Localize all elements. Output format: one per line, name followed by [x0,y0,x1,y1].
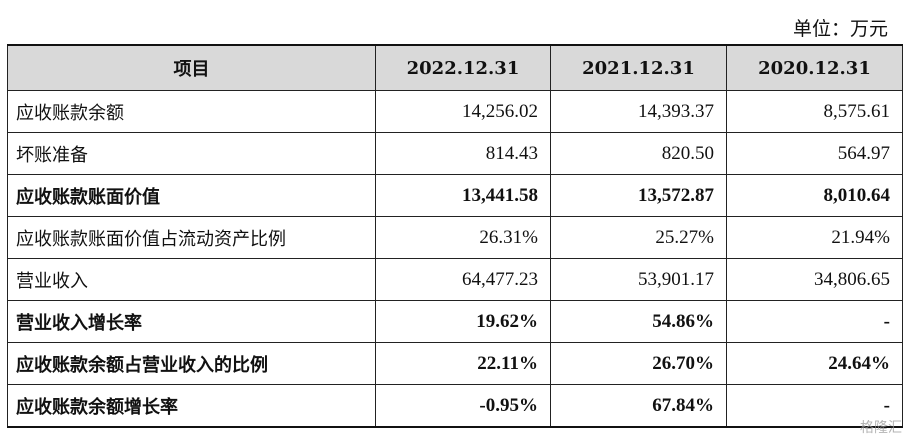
cell-2022: 64,477.23 [375,258,551,301]
table-row: 营业收入增长率 19.62% 54.86% - [7,300,903,343]
table-row: 营业收入 64,477.23 53,901.17 34,806.65 [7,258,903,301]
unit-label: 单位：万元 [792,18,888,40]
row-label: 应收账款余额 [7,90,376,133]
cell-2020: 34,806.65 [726,258,903,301]
cell-2021: 54.86% [550,300,727,343]
header-item: 项目 [7,44,376,91]
table-row: 应收账款余额 14,256.02 14,393.37 8,575.61 [7,90,903,133]
table-row: 应收账款账面价值占流动资产比例 26.31% 25.27% 21.94% [7,216,903,259]
cell-2020: - [726,300,903,343]
row-label: 应收账款余额增长率 [7,384,376,428]
cell-2021: 14,393.37 [550,90,727,133]
cell-2022: 26.31% [375,216,551,259]
watermark-logo: 格隆汇 [860,420,902,436]
table-row: 应收账款余额占营业收入的比例 22.11% 26.70% 24.64% [7,342,903,385]
cell-2020: 564.97 [726,132,903,175]
row-label: 应收账款账面价值 [7,174,376,217]
cell-2021: 13,572.87 [550,174,727,217]
cell-2020: 8,575.61 [726,90,903,133]
cell-2022: 814.43 [375,132,551,175]
row-label: 应收账款账面价值占流动资产比例 [7,216,376,259]
cell-2022: -0.95% [375,384,551,428]
cell-2022: 22.11% [375,342,551,385]
cell-2021: 67.84% [550,384,727,428]
cell-2021: 53,901.17 [550,258,727,301]
receivables-table: 项目 2022.12.31 2021.12.31 2020.12.31 应收账款… [7,44,903,428]
cell-2022: 19.62% [375,300,551,343]
header-2021: 2021.12.31 [550,44,727,91]
header-2022: 2022.12.31 [375,44,551,91]
row-label: 营业收入 [7,258,376,301]
table-row: 坏账准备 814.43 820.50 564.97 [7,132,903,175]
table-row: 应收账款余额增长率 -0.95% 67.84% - [7,384,903,428]
cell-2021: 26.70% [550,342,727,385]
header-2020: 2020.12.31 [726,44,903,91]
table-row: 应收账款账面价值 13,441.58 13,572.87 8,010.64 [7,174,903,217]
cell-2020: 8,010.64 [726,174,903,217]
cell-2022: 13,441.58 [375,174,551,217]
cell-2020: 24.64% [726,342,903,385]
cell-2021: 820.50 [550,132,727,175]
cell-2020: - [726,384,903,428]
cell-2022: 14,256.02 [375,90,551,133]
table-header-row: 项目 2022.12.31 2021.12.31 2020.12.31 [7,44,903,91]
row-label: 坏账准备 [7,132,376,175]
cell-2020: 21.94% [726,216,903,259]
row-label: 应收账款余额占营业收入的比例 [7,342,376,385]
row-label: 营业收入增长率 [7,300,376,343]
cell-2021: 25.27% [550,216,727,259]
